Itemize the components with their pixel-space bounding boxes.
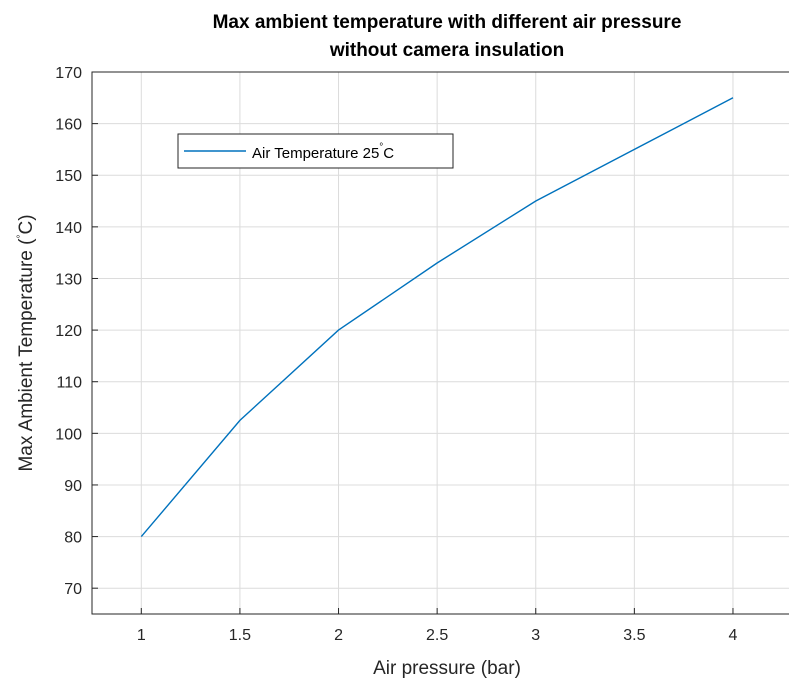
data-point: [535, 200, 537, 202]
ticks: [92, 71, 734, 614]
legend: Air Temperature 25°C: [177, 133, 454, 169]
x-tick-label: 1.5: [229, 627, 251, 644]
axes-box: [91, 71, 789, 615]
data-point: [140, 536, 142, 538]
y-tick-label: 130: [55, 271, 82, 288]
y-tick-label: 170: [55, 65, 82, 82]
legend-label-degree: °: [379, 142, 383, 153]
y-tick-label: 160: [55, 117, 82, 134]
y-tick-label: 120: [55, 323, 82, 340]
y-axis-label-suffix: C): [16, 214, 37, 234]
y-tick-label: 110: [56, 375, 82, 392]
legend-label-suffix: C: [383, 145, 394, 162]
legend-label-prefix: Air Temperature 25: [252, 145, 379, 162]
data-point: [436, 262, 438, 264]
chart-title-line-2: without camera insulation: [329, 40, 564, 61]
x-axis-label: Air pressure (bar): [373, 658, 521, 679]
series-line: [140, 97, 734, 538]
x-tick-label: 1: [137, 627, 146, 644]
x-tick-label: 4: [729, 627, 738, 644]
y-tick-label: 80: [64, 530, 82, 547]
y-axis-label-prefix: Max Ambient Temperature (: [16, 238, 37, 472]
x-tick-label: 2.5: [426, 627, 448, 644]
legend-label: Air Temperature 25°C: [252, 142, 394, 162]
y-tick-label: 150: [55, 168, 82, 185]
data-point: [239, 420, 241, 422]
data-point: [633, 149, 635, 151]
y-tick-label: 70: [64, 581, 82, 598]
data-point: [338, 329, 340, 331]
y-tick-label: 140: [55, 220, 82, 237]
tick-labels: 1 1.5 2 2.5 3 3.5 4 70 80 90 100 110 120 130 140 150 160…: [55, 65, 737, 644]
chart-title-line-1: Max ambient temperature with different a…: [213, 12, 682, 33]
y-tick-label: 90: [64, 478, 82, 495]
x-tick-label: 3: [531, 627, 540, 644]
series-layer: [140, 97, 734, 538]
x-tick-label: 3.5: [623, 627, 645, 644]
y-axis-label: Max Ambient Temperature (°C): [16, 214, 37, 471]
y-axis-label-degree: °: [16, 235, 27, 239]
y-tick-label: 100: [55, 426, 82, 443]
x-tick-label: 2: [334, 627, 343, 644]
data-point: [732, 97, 734, 99]
